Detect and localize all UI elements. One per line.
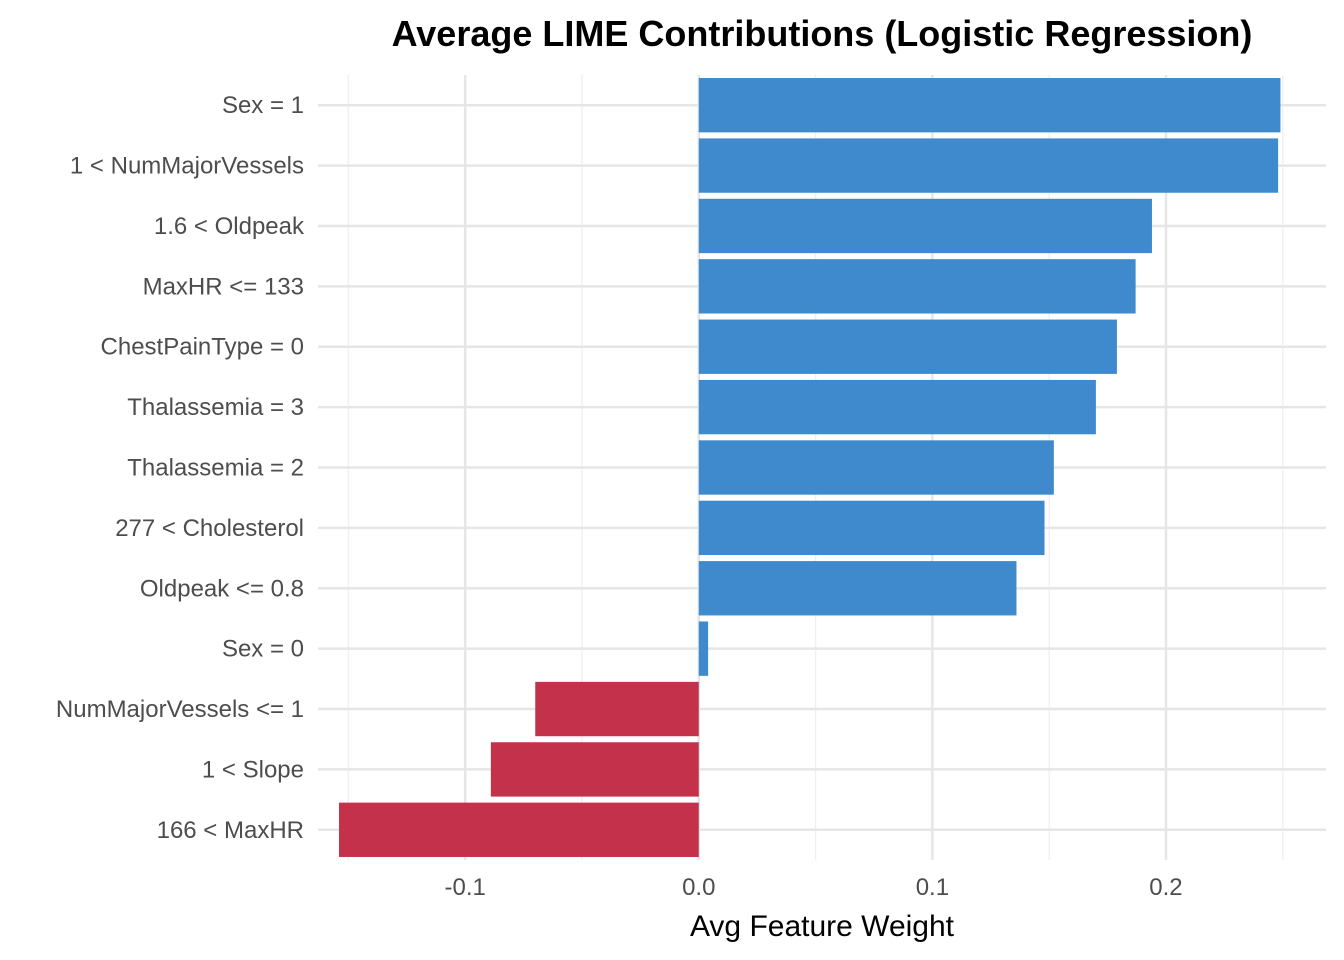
y-tick-label: Thalassemia = 3 [127, 394, 304, 421]
bar-nummajorvessels-1 [535, 681, 699, 737]
bar-166-maxhr [339, 802, 699, 857]
bar-277-cholesterol [698, 500, 1045, 556]
y-tick-label: 1.6 < Oldpeak [154, 213, 305, 240]
bar-thalassemia-3 [698, 379, 1096, 435]
y-tick-label: Sex = 1 [222, 92, 304, 119]
bar-chestpaintype-0 [698, 319, 1117, 374]
bars-layer [339, 78, 1281, 857]
bar-1-slope [490, 742, 699, 797]
x-tick-label: 0.1 [916, 874, 949, 901]
bar-thalassemia-2 [698, 440, 1054, 495]
y-tick-label: 1 < Slope [202, 756, 304, 783]
y-tick-label: 277 < Cholesterol [115, 515, 304, 542]
x-tick-label: 0.0 [682, 874, 715, 901]
y-tick-labels: Sex = 1 1 < NumMajorVessels 1.6 < Oldpeak M… [56, 92, 305, 844]
x-tick-label: -0.1 [444, 874, 485, 901]
x-axis-label: Avg Feature Weight [690, 910, 955, 943]
bar-1-nummajorvessels [698, 138, 1279, 193]
y-tick-label: Sex = 0 [222, 636, 304, 663]
y-tick-label: MaxHR <= 133 [143, 273, 304, 300]
bar-oldpeak-0-8 [698, 561, 1017, 616]
y-tick-label: NumMajorVessels <= 1 [56, 696, 304, 723]
y-tick-label: Oldpeak <= 0.8 [140, 575, 304, 602]
y-tick-label: 166 < MaxHR [157, 817, 304, 844]
bar-1-6-oldpeak [698, 198, 1152, 254]
bar-sex-1 [698, 78, 1281, 133]
x-tick-labels: -0.1 0.0 0.1 0.2 [444, 874, 1182, 901]
y-tick-label: Thalassemia = 2 [127, 455, 304, 482]
chart-title: Average LIME Contributions (Logistic Reg… [392, 13, 1253, 54]
x-tick-label: 0.2 [1149, 874, 1182, 901]
bar-sex-0 [698, 621, 709, 676]
bar-maxhr-133 [698, 259, 1136, 314]
y-tick-label: ChestPainType = 0 [101, 334, 304, 361]
y-tick-label: 1 < NumMajorVessels [70, 153, 304, 180]
